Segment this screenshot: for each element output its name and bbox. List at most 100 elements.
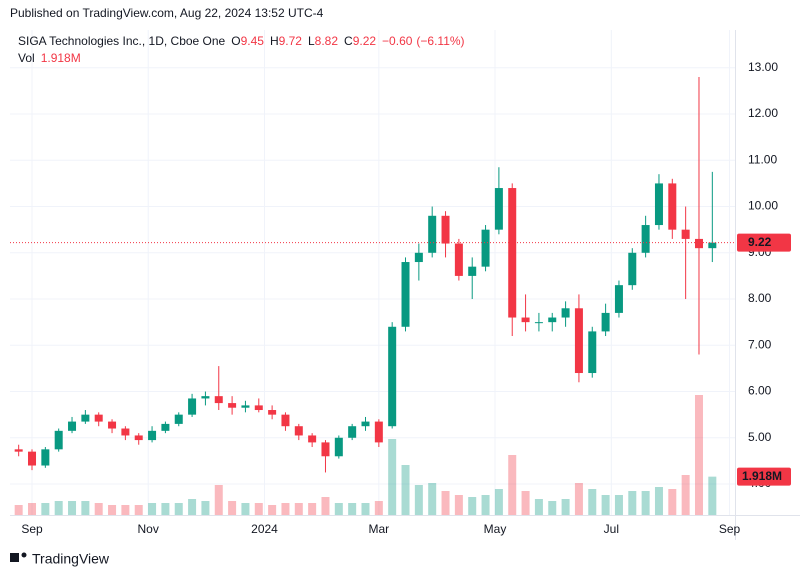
volume-legend: Vol 1.918M (18, 51, 81, 65)
volume-bar (174, 503, 183, 515)
volume-bar (521, 491, 530, 515)
ohlc-letter: L (308, 34, 315, 48)
logo-mark (21, 552, 27, 558)
volume-bar (481, 495, 490, 515)
candle-body (441, 215, 450, 244)
volume-bar (121, 505, 130, 515)
candle-body (521, 317, 530, 323)
candle-body (294, 426, 303, 436)
volume-pane (14, 395, 717, 515)
volume-bar (161, 503, 170, 515)
candle-body (454, 243, 463, 276)
volume-bar (561, 499, 570, 515)
ohlc-value: 9.72 (279, 34, 303, 48)
volume-bar (494, 489, 503, 515)
volume-bar (628, 491, 637, 515)
candle-body (374, 421, 383, 443)
volume-bar (654, 487, 663, 515)
volume-bar (548, 501, 557, 515)
volume-bar (108, 505, 117, 515)
candle-body (54, 430, 63, 450)
volume-bar (94, 503, 103, 515)
volume-bar (441, 491, 450, 515)
price-tag (737, 233, 791, 252)
y-tick-label: 12.00 (748, 106, 778, 120)
volume-bar (201, 501, 210, 515)
volume-bar (361, 503, 370, 515)
change-pct: (−6.11%) (416, 34, 464, 48)
brand: TradingView (32, 551, 110, 567)
y-tick-label: 11.00 (748, 152, 777, 166)
x-tick-label: Sep (719, 522, 741, 536)
candle-body (68, 421, 77, 431)
candle-body (134, 435, 143, 441)
y-tick-label: 6.00 (748, 384, 772, 398)
volume-bar (321, 497, 330, 515)
volume-bar (268, 505, 277, 515)
candle-body (708, 242, 717, 249)
candle-body (308, 435, 317, 443)
candle-body (321, 442, 330, 457)
candle-body (281, 414, 290, 427)
y-tick-label: 5.00 (748, 430, 772, 444)
volume-value: 1.918M (41, 51, 81, 65)
y-tick-label: 7.00 (748, 337, 772, 351)
published-note: Published on TradingView.com, Aug 22, 20… (10, 6, 324, 20)
candle-body (81, 414, 90, 422)
y-tick-label: 10.00 (748, 199, 778, 213)
y-tick-label: 8.00 (748, 291, 772, 305)
candle-body (121, 428, 130, 436)
ohlc-letter: O (231, 34, 240, 48)
candle-body (641, 225, 650, 253)
volume-bar (694, 395, 703, 515)
volume-bar (41, 503, 50, 515)
brand-logo: TradingView (10, 551, 110, 567)
candle-body (561, 308, 570, 318)
volume-bar (588, 489, 597, 515)
axes: 4.005.006.007.008.009.0010.0011.0012.001… (10, 60, 791, 536)
candle-body (334, 437, 343, 457)
volume-tag (737, 467, 791, 486)
candle-body (681, 229, 690, 239)
x-tick-label: Nov (138, 522, 159, 536)
volume-bar (294, 503, 303, 515)
logo-mark (10, 553, 19, 562)
volume-bar (134, 505, 143, 515)
ohlc-value: 9.22 (353, 34, 377, 48)
volume-bar (214, 485, 223, 515)
candle-body (574, 308, 583, 374)
legend: SIGA Technologies Inc., 1D, Cboe One O9.4… (18, 34, 465, 48)
ohlc-value: 8.82 (315, 34, 339, 48)
x-tick-label: 2024 (251, 522, 278, 536)
candle-body (108, 421, 117, 429)
candle-body (628, 252, 637, 286)
volume-bar (641, 491, 650, 515)
candle-body (428, 215, 437, 253)
volume-bar (708, 476, 717, 515)
volume-bar (668, 489, 677, 515)
volume-title: Vol (18, 51, 35, 65)
volume-bar (614, 495, 623, 515)
volume-bar (241, 503, 250, 515)
candle-body (654, 183, 663, 226)
candle-body (494, 188, 503, 230)
candle-body (401, 262, 410, 327)
candle-body (508, 188, 517, 318)
candle-body (588, 331, 597, 374)
x-tick-label: Mar (369, 522, 390, 536)
candle-body (614, 285, 623, 313)
candle-body (14, 449, 23, 452)
candle-body (481, 229, 490, 267)
x-tick-label: Jul (604, 522, 619, 536)
volume-bar (428, 483, 437, 515)
x-tick-label: May (484, 522, 507, 536)
volume-bar (454, 495, 463, 515)
volume-bar (374, 501, 383, 515)
candle-body (548, 317, 557, 323)
volume-bar (28, 503, 37, 515)
candle-body (94, 414, 103, 422)
volume-bar (348, 503, 357, 515)
candle-body (254, 405, 263, 411)
volume-bar (308, 503, 317, 515)
